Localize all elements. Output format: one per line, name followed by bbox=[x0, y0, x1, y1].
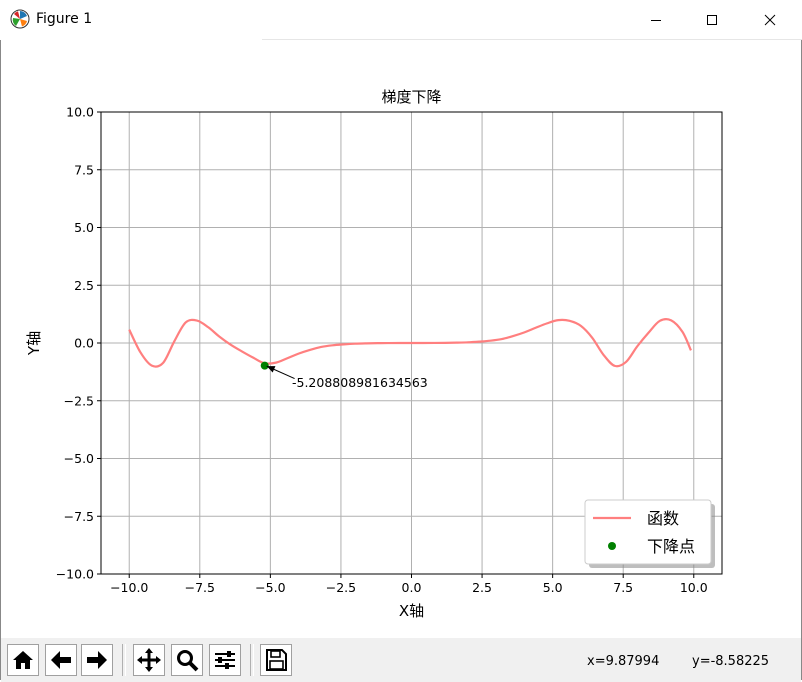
title-divider bbox=[262, 39, 802, 40]
arrow-left-icon bbox=[51, 651, 71, 669]
y-tick-label: −2.5 bbox=[64, 393, 94, 408]
annotation-arrowhead bbox=[266, 366, 276, 373]
x-tick-label: 7.5 bbox=[613, 580, 633, 595]
title-bar: Figure 1 bbox=[0, 0, 802, 40]
x-tick-label: −2.5 bbox=[326, 580, 356, 595]
legend-label-function: 函数 bbox=[647, 509, 679, 528]
annotation-text: -5.208808981634563 bbox=[292, 375, 428, 390]
x-tick-label: −7.5 bbox=[185, 580, 215, 595]
figure-canvas[interactable]: −10.0 −7.5 −5.0 −2.5 0.0 2.5 5.0 7.5 10.0 10.0 7.… bbox=[1, 40, 801, 636]
magnifier-icon bbox=[177, 650, 199, 672]
y-axis: 10.0 7.5 5.0 2.5 0.0 −2.5 −5.0 −7.5 −10.0 bbox=[56, 105, 101, 582]
function-line bbox=[128, 318, 692, 368]
navigation-toolbar: x=9.87994 y=-8.58225 bbox=[1, 638, 801, 682]
move-icon bbox=[137, 648, 161, 672]
legend: 函数 下降点 bbox=[584, 499, 715, 568]
x-tick-label: −10.0 bbox=[110, 580, 148, 595]
configure-subplots-button[interactable] bbox=[209, 644, 241, 676]
maximize-icon bbox=[707, 15, 717, 25]
y-tick-label: 2.5 bbox=[74, 278, 94, 293]
y-tick-label: 7.5 bbox=[74, 162, 94, 177]
y-tick-label: 0.0 bbox=[74, 336, 94, 351]
legend-point-swatch bbox=[608, 542, 616, 550]
sliders-icon bbox=[215, 651, 235, 669]
minimize-icon bbox=[651, 20, 661, 21]
y-tick-label: −7.5 bbox=[64, 509, 94, 524]
chart: −10.0 −7.5 −5.0 −2.5 0.0 2.5 5.0 7.5 10.0 10.0 7.… bbox=[25, 88, 723, 620]
pan-button[interactable] bbox=[133, 644, 165, 676]
legend-label-descent-point: 下降点 bbox=[647, 537, 695, 556]
y-tick-label: 5.0 bbox=[74, 220, 94, 235]
cursor-x-readout: x=9.87994 bbox=[587, 654, 660, 669]
matplotlib-icon bbox=[10, 9, 30, 29]
y-tick-label: −10.0 bbox=[56, 567, 94, 582]
chart-title: 梯度下降 bbox=[381, 88, 441, 106]
x-axis: −10.0 −7.5 −5.0 −2.5 0.0 2.5 5.0 7.5 10.0 bbox=[110, 574, 708, 595]
toolbar-separator bbox=[122, 644, 126, 676]
x-axis-label: X轴 bbox=[399, 602, 424, 620]
y-axis-label: Y轴 bbox=[25, 331, 43, 356]
annotation: -5.208808981634563 bbox=[266, 365, 428, 390]
toolbar-separator bbox=[250, 644, 254, 676]
home-button[interactable] bbox=[7, 644, 39, 676]
home-icon bbox=[13, 651, 33, 669]
cursor-y-readout: y=-8.58225 bbox=[692, 654, 770, 669]
x-tick-label: 0.0 bbox=[402, 580, 422, 595]
window-title: Figure 1 bbox=[36, 11, 93, 27]
legend-box bbox=[584, 499, 712, 565]
y-tick-label: −5.0 bbox=[64, 451, 94, 466]
x-tick-label: 2.5 bbox=[472, 580, 492, 595]
arrow-right-icon bbox=[87, 651, 107, 669]
series-layer bbox=[128, 318, 692, 370]
minimize-button[interactable] bbox=[628, 0, 684, 40]
close-icon bbox=[764, 14, 776, 26]
save-button[interactable] bbox=[260, 644, 292, 676]
x-tick-label: 10.0 bbox=[680, 580, 708, 595]
x-tick-label: 5.0 bbox=[543, 580, 563, 595]
zoom-button[interactable] bbox=[171, 644, 203, 676]
y-tick-label: 10.0 bbox=[66, 105, 94, 120]
close-button[interactable] bbox=[742, 0, 798, 40]
floppy-disk-icon bbox=[266, 649, 287, 671]
back-button[interactable] bbox=[45, 644, 77, 676]
forward-button[interactable] bbox=[81, 644, 113, 676]
descent-point bbox=[260, 361, 269, 370]
maximize-button[interactable] bbox=[684, 0, 740, 40]
x-tick-label: −5.0 bbox=[255, 580, 285, 595]
